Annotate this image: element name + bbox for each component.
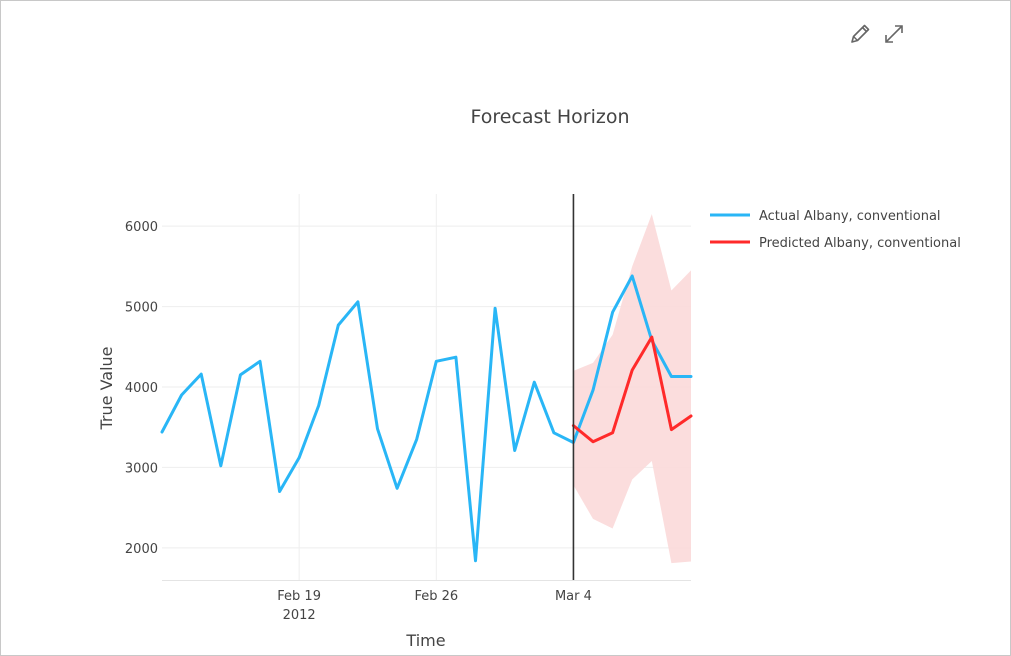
prediction-interval-area <box>573 214 691 564</box>
grid-lines <box>162 194 691 581</box>
legend: Actual Albany, conventional Predicted Alb… <box>710 209 961 251</box>
predicted-series-line <box>571 335 693 444</box>
actual-series-line <box>160 274 693 563</box>
chart-title: Forecast Horizon <box>470 106 629 128</box>
x-tick-label: Feb 26 <box>414 589 458 604</box>
prediction-interval-band <box>573 214 691 564</box>
y-tick-label: 6000 <box>125 220 158 235</box>
y-tick-label: 5000 <box>125 301 158 316</box>
x-axis-ticks: Feb 19 2012 Feb 26 Mar 4 <box>277 589 592 623</box>
y-tick-label: 4000 <box>125 381 158 396</box>
expand-button[interactable] <box>881 21 907 47</box>
series-lines <box>160 194 693 580</box>
legend-label: Actual Albany, conventional <box>759 209 941 224</box>
pencil-icon <box>851 24 870 43</box>
x-tick-label: Feb 19 <box>277 589 321 604</box>
y-axis-ticks: 2000 3000 4000 5000 6000 <box>125 220 158 557</box>
x-tick-year-label: 2012 <box>283 608 316 623</box>
expand-icon <box>885 25 903 43</box>
x-axis-title: Time <box>405 631 445 650</box>
y-tick-label: 3000 <box>125 461 158 476</box>
y-axis-title: True Value <box>97 346 116 430</box>
x-tick-label: Mar 4 <box>555 589 592 604</box>
edit-button[interactable] <box>847 21 873 47</box>
y-tick-label: 2000 <box>125 542 158 557</box>
chart-toolbar <box>847 21 907 47</box>
legend-label: Predicted Albany, conventional <box>759 236 961 251</box>
